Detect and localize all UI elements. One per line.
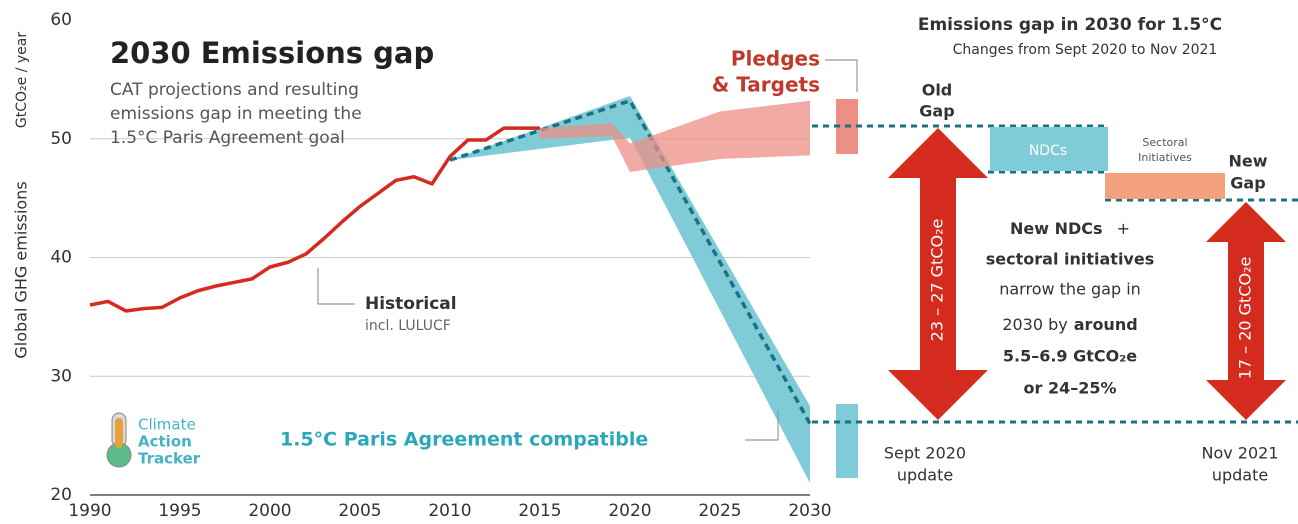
new-gap-arrow	[1206, 202, 1286, 420]
leader-line	[317, 268, 355, 305]
pathway-line	[449, 98, 812, 425]
date-label: Sept 2020	[884, 444, 966, 463]
subtitle: 1.5°C Paris Agreement goal	[110, 128, 345, 148]
x-tick-label: 2005	[338, 501, 381, 521]
logo-text: Action	[138, 433, 192, 451]
panel-subtitle: Changes from Sept 2020 to Nov 2021	[953, 42, 1218, 58]
old-range: 23 – 27 GtCO₂e	[928, 219, 947, 342]
paris-bar	[836, 404, 858, 478]
sectoral-label: Sectoral	[1142, 136, 1187, 149]
x-tick-label: 2030	[788, 501, 831, 521]
series-label: Historical	[365, 294, 457, 314]
message-line: 2030 by around	[1002, 315, 1137, 334]
message-line: 5.5–6.9 GtCO₂e	[1003, 347, 1137, 366]
series-line	[89, 126, 540, 313]
series-note: incl. LULUCF	[365, 318, 451, 334]
old-gap-label: Gap	[919, 102, 954, 121]
chart-title: 2030 Emissions gap	[110, 36, 434, 70]
message: New NDCs + sectoral initiatives narrow th…	[986, 219, 1154, 398]
band-label: 1.5°C Paris Agreement compatible	[280, 429, 648, 451]
x-tick-label: 1990	[68, 501, 111, 521]
band-label: & Targets	[712, 73, 820, 97]
logo-mercury	[115, 418, 123, 448]
x-tick-label: 2000	[248, 501, 291, 521]
y-tick-label: 30	[50, 366, 72, 386]
ndcs-label: NDCs	[1029, 143, 1067, 159]
x-tick-label: 1995	[158, 501, 201, 521]
subtitle: CAT projections and resulting	[110, 80, 359, 100]
message-line: or 24–25%	[1023, 379, 1116, 398]
message-line: New NDCs +	[1010, 219, 1130, 238]
new-range: 17 – 20 GtCO₂e	[1236, 257, 1255, 380]
old-gap-arrow	[888, 128, 988, 420]
band	[450, 96, 810, 484]
leader-line	[745, 410, 779, 441]
date-label: Nov 2021	[1201, 444, 1278, 463]
band	[540, 100, 810, 172]
new-gap-label: Gap	[1230, 174, 1265, 193]
old-gap-label: Old	[922, 81, 953, 100]
new-gap-label: New	[1228, 152, 1267, 171]
x-tick-label: 2015	[518, 501, 561, 521]
subtitle: emissions gap in meeting the	[110, 104, 362, 124]
message-line: narrow the gap in	[999, 280, 1141, 299]
message-text: New NDCs	[1010, 219, 1103, 238]
panel-title: Emissions gap in 2030 for 1.5°C	[918, 15, 1222, 35]
y-tick-label: 50	[50, 129, 72, 149]
x-tick-label: 2020	[608, 501, 651, 521]
ndcs-box	[990, 127, 1108, 171]
logo-text: Climate	[138, 416, 196, 434]
y-tick-label: 20	[50, 485, 72, 505]
message-text: +	[1117, 219, 1130, 238]
x-tick-label: 2010	[428, 501, 471, 521]
sectoral-label: Initiatives	[1138, 151, 1192, 164]
y-axis-label: Global GHG emissions	[12, 181, 31, 358]
y-tick-label: 60	[50, 10, 72, 30]
y-axis-unit: GtCO₂e / year	[14, 32, 30, 128]
y-tick-label: 40	[50, 248, 72, 268]
sectoral-box	[1105, 173, 1225, 199]
message-text: 2030 by	[1002, 315, 1067, 334]
date-label: update	[897, 466, 953, 485]
message-text: around	[1074, 315, 1138, 334]
message-line: sectoral initiatives	[986, 250, 1154, 269]
leader-line	[825, 59, 858, 92]
date-label: update	[1212, 466, 1268, 485]
band-label: Pledges	[731, 47, 820, 71]
logo: Climate Action Tracker	[106, 412, 201, 468]
logo-text: Tracker	[138, 450, 201, 468]
x-tick-label: 2025	[698, 501, 741, 521]
